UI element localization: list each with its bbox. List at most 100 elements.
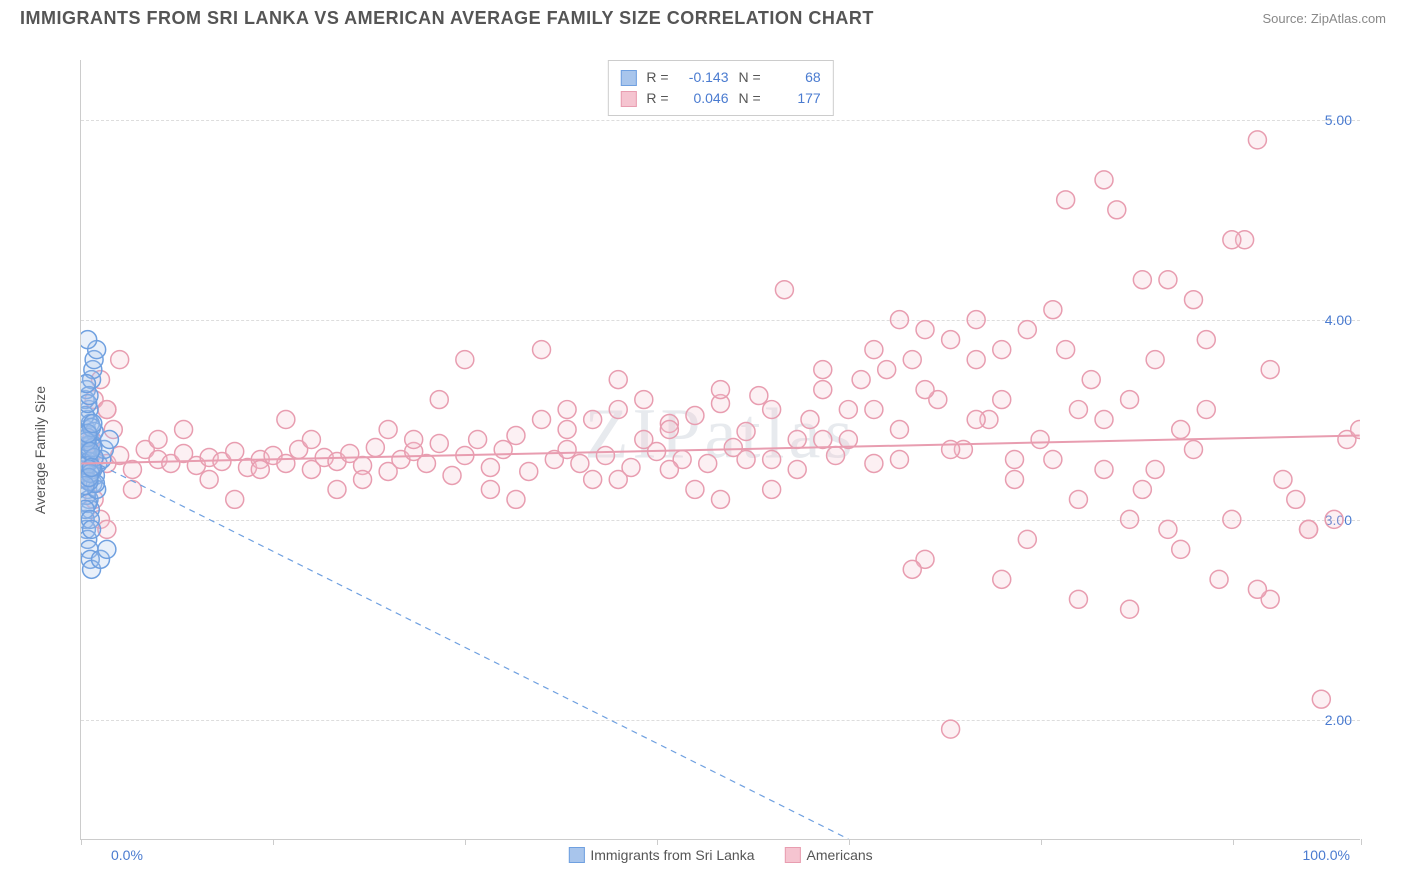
data-point	[1133, 271, 1151, 289]
data-point	[967, 411, 985, 429]
data-point	[686, 407, 704, 425]
stat-r-value: -0.143	[679, 67, 729, 88]
data-point	[878, 361, 896, 379]
y-axis-label: Average Family Size	[32, 386, 48, 514]
data-point	[584, 411, 602, 429]
data-point	[1210, 570, 1228, 588]
data-point	[993, 570, 1011, 588]
data-point	[366, 439, 384, 457]
plot-area: R = -0.143 N = 68 R = 0.046 N = 177 ZIPa…	[80, 60, 1360, 840]
data-point	[1121, 510, 1139, 528]
data-point	[839, 401, 857, 419]
data-point	[1095, 171, 1113, 189]
data-point	[775, 281, 793, 299]
data-point	[1031, 431, 1049, 449]
data-point	[1044, 450, 1062, 468]
data-point	[1248, 580, 1266, 598]
data-point	[609, 401, 627, 419]
data-point	[750, 387, 768, 405]
data-point	[111, 351, 129, 369]
data-point	[801, 411, 819, 429]
data-point	[520, 462, 538, 480]
data-point	[890, 421, 908, 439]
data-point	[1159, 271, 1177, 289]
legend-swatch-icon	[620, 70, 636, 86]
data-point	[533, 411, 551, 429]
data-point	[942, 331, 960, 349]
data-point	[251, 460, 269, 478]
data-point	[967, 311, 985, 329]
data-point	[609, 371, 627, 389]
legend-item-series-0: Immigrants from Sri Lanka	[568, 847, 754, 863]
data-point	[635, 391, 653, 409]
data-point	[1121, 391, 1139, 409]
data-point	[903, 351, 921, 369]
data-point	[507, 490, 525, 508]
data-point	[277, 454, 295, 472]
data-point	[890, 311, 908, 329]
data-point	[1197, 331, 1215, 349]
data-point	[1312, 690, 1330, 708]
data-point	[1018, 321, 1036, 339]
legend-label: Americans	[807, 847, 873, 863]
data-point	[814, 361, 832, 379]
series-legend: Immigrants from Sri Lanka Americans	[568, 847, 872, 863]
data-point	[430, 435, 448, 453]
data-point	[1223, 510, 1241, 528]
legend-label: Immigrants from Sri Lanka	[590, 847, 754, 863]
data-point	[712, 490, 730, 508]
legend-item-series-1: Americans	[785, 847, 873, 863]
data-point	[865, 341, 883, 359]
data-point	[993, 341, 1011, 359]
data-point	[1095, 411, 1113, 429]
data-point	[533, 341, 551, 359]
data-point	[1018, 530, 1036, 548]
data-point	[277, 411, 295, 429]
data-point	[98, 540, 116, 558]
data-point	[200, 470, 218, 488]
data-point	[596, 447, 614, 465]
chart-header: IMMIGRANTS FROM SRI LANKA VS AMERICAN AV…	[0, 0, 1406, 33]
data-point	[481, 458, 499, 476]
data-point	[763, 480, 781, 498]
data-point	[1172, 421, 1190, 439]
data-point	[1082, 371, 1100, 389]
data-point	[1069, 490, 1087, 508]
data-point	[379, 421, 397, 439]
x-tick	[273, 839, 274, 845]
data-point	[660, 421, 678, 439]
data-point	[737, 450, 755, 468]
data-point	[788, 431, 806, 449]
data-point	[942, 441, 960, 459]
legend-swatch-icon	[620, 91, 636, 107]
trend-line	[81, 455, 848, 839]
data-point	[1044, 301, 1062, 319]
x-tick	[849, 839, 850, 845]
data-point	[226, 490, 244, 508]
data-point	[1274, 470, 1292, 488]
data-point	[865, 454, 883, 472]
data-point	[1069, 401, 1087, 419]
data-point	[1248, 131, 1266, 149]
stat-n-value: 68	[771, 67, 821, 88]
data-point	[827, 447, 845, 465]
data-point	[993, 391, 1011, 409]
data-point	[571, 454, 589, 472]
x-tick	[465, 839, 466, 845]
data-point	[1185, 441, 1203, 459]
data-point	[1006, 470, 1024, 488]
x-tick	[657, 839, 658, 845]
x-tick	[1041, 839, 1042, 845]
correlation-legend: R = -0.143 N = 68 R = 0.046 N = 177	[607, 60, 833, 116]
data-point	[609, 470, 627, 488]
legend-swatch-icon	[785, 847, 801, 863]
data-point	[481, 480, 499, 498]
data-point	[1185, 291, 1203, 309]
data-point	[149, 431, 167, 449]
data-point	[890, 450, 908, 468]
data-point	[405, 431, 423, 449]
data-point	[98, 401, 116, 419]
data-point	[1146, 460, 1164, 478]
x-tick	[81, 839, 82, 845]
data-point	[942, 720, 960, 738]
